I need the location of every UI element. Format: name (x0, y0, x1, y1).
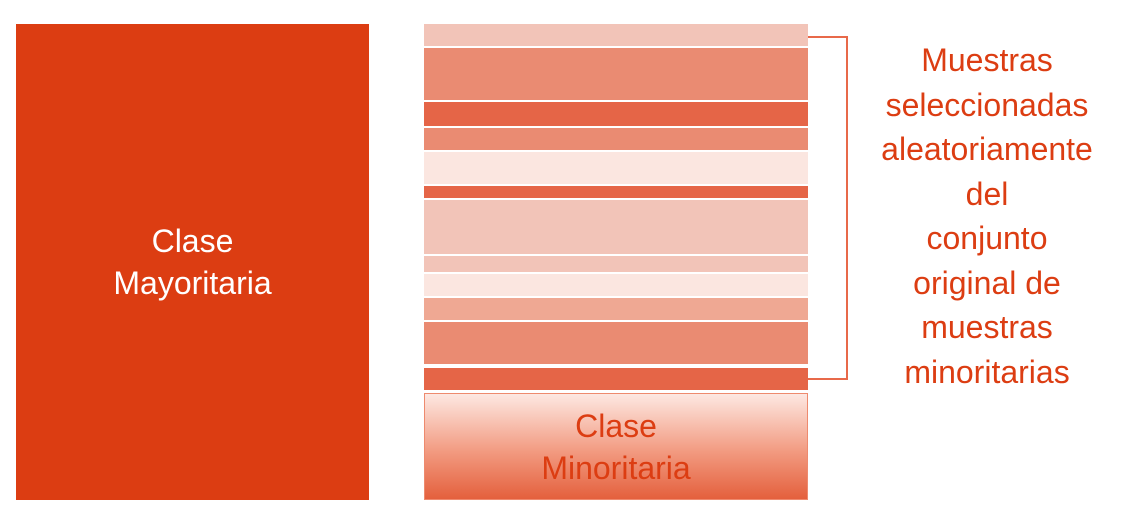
minority-class-label: Clase Minoritaria (541, 405, 690, 489)
samples-line: seleccionadas (885, 86, 1089, 123)
sample-stripe (424, 128, 808, 150)
sample-stripe (424, 274, 808, 296)
sample-stripe (424, 152, 808, 184)
samples-line: original de (913, 264, 1061, 301)
minority-class-block: Clase Minoritaria (424, 393, 808, 500)
sample-stripe (424, 256, 808, 272)
majority-class-label: Clase Mayoritaria (113, 220, 271, 304)
samples-line: del (965, 175, 1009, 212)
samples-line: muestras (921, 309, 1053, 345)
sampled-stripes (424, 24, 808, 390)
majority-label-line2: Mayoritaria (113, 265, 272, 301)
sample-stripe (424, 322, 808, 364)
sample-stripe (424, 48, 808, 100)
majority-class-block: Clase Mayoritaria (16, 24, 369, 500)
samples-line: aleatoriamente (881, 131, 1093, 167)
sample-stripe (424, 298, 808, 320)
majority-label-line1: Clase (151, 223, 234, 259)
minority-label-line2: Minoritaria (541, 449, 691, 486)
sample-stripe (424, 24, 808, 46)
sample-stripe (424, 200, 808, 254)
samples-line: minoritarias (904, 353, 1070, 390)
sample-stripe (424, 186, 808, 198)
sample-stripe (424, 368, 808, 390)
minority-label-line1: Clase (575, 407, 657, 444)
samples-description: Muestras seleccionadas aleatoriamente de… (852, 38, 1122, 394)
brace-connector (808, 36, 848, 380)
sample-stripe (424, 102, 808, 126)
samples-line: conjunto (926, 220, 1048, 256)
samples-line: Muestras (921, 42, 1053, 78)
